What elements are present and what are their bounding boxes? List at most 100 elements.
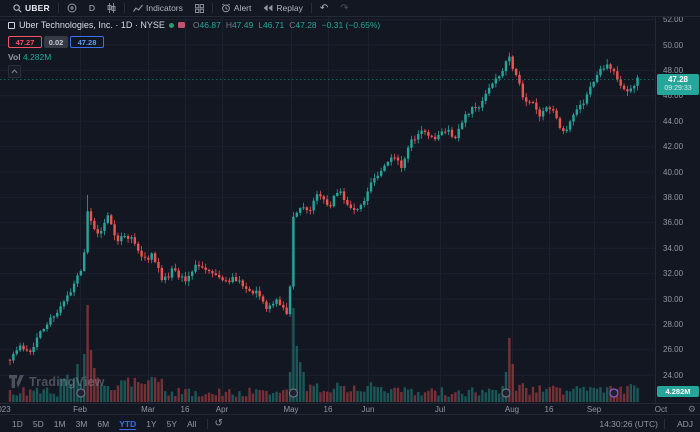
price-tick-label: 48.00	[663, 65, 684, 75]
compare-button[interactable]	[61, 1, 83, 16]
price-tick-label: 50.00	[663, 40, 684, 50]
range-button-all[interactable]: All	[187, 418, 197, 429]
bottom-toolbar: 1D 5D 1M 3M 6M YTD 1Y 5Y All ↺ 14:30:26 (UTC) AD…	[0, 414, 700, 432]
sell-price-button[interactable]: 47.27	[8, 36, 42, 48]
alarm-clock-icon	[221, 3, 231, 13]
redo-button[interactable]: ↷	[334, 1, 354, 16]
collapse-pane-button[interactable]	[8, 65, 21, 78]
alert-button[interactable]: Alert	[215, 1, 257, 16]
range-button-1m[interactable]: 1M	[53, 418, 66, 429]
adjusted-data-toggle[interactable]: ADJ	[676, 418, 693, 429]
date-range-buttons: 1D 5D 1M 3M 6M YTD 1Y 5Y All	[7, 417, 201, 431]
price-tick-label: 36.00	[663, 218, 684, 228]
toolbar-divider	[124, 3, 126, 13]
time-tick-label: 023	[0, 405, 11, 414]
indicators-button[interactable]: Indicators	[127, 1, 189, 16]
price-axis[interactable]: 47.28 09:29:33 4.282M 52.00 50.00 48.00 46.…	[655, 15, 700, 403]
volume-legend: Vol 4.282M	[8, 52, 51, 62]
range-button-3m[interactable]: 3M	[75, 418, 88, 429]
toolbar-divider	[310, 3, 312, 13]
gear-icon[interactable]: ⚙	[687, 404, 696, 414]
indicators-label: Indicators	[146, 3, 183, 13]
price-tick-label: 40.00	[663, 167, 684, 177]
range-button-5d[interactable]: 5D	[32, 418, 44, 429]
range-button-1y[interactable]: 1Y	[146, 418, 157, 429]
tradingview-watermark: TradingView	[9, 375, 105, 389]
interval-button[interactable]: D	[83, 1, 101, 16]
ohlc-values: O46.87 H47.49 L46.71 C47.28	[193, 20, 317, 30]
tradingview-logo-icon	[9, 375, 24, 388]
clock-label[interactable]: 14:30:26 (UTC)	[599, 418, 658, 429]
time-tick-label: Jun	[361, 405, 375, 414]
chevron-up-icon	[11, 69, 18, 74]
search-icon	[13, 3, 22, 13]
legend-title: Uber Technologies, Inc. · 1D · NYSE	[19, 20, 165, 30]
price-tick-label: 34.00	[663, 243, 684, 253]
undo-button[interactable]: ↶	[314, 1, 334, 16]
time-tick-label: Aug	[504, 405, 520, 414]
range-button-6m[interactable]: 6M	[97, 418, 110, 429]
time-axis[interactable]: ⚙ 023 Feb Mar 16 Apr May 16 Jun Jul Aug 16 Sep Oct	[0, 403, 700, 414]
market-status-dot-icon	[168, 22, 174, 28]
change-value: −0.31 (−0.65%)	[321, 20, 381, 30]
buy-sell-widget: 47.27 0.02 47.28	[8, 36, 104, 48]
alert-label: Alert	[233, 3, 252, 13]
watermark-text: TradingView	[29, 375, 105, 389]
earnings-marker-icon[interactable]	[288, 388, 299, 398]
indicators-icon	[133, 4, 143, 13]
ohlc-segment: O46.87	[192, 20, 221, 30]
time-tick-label: 16	[323, 405, 333, 414]
redo-icon: ↷	[340, 2, 349, 14]
layouts-button[interactable]	[189, 1, 210, 16]
chart-style-button[interactable]	[101, 1, 122, 16]
chart-legend[interactable]: Uber Technologies, Inc. · 1D · NYSE O46.…	[8, 20, 380, 30]
price-tick-label: 32.00	[663, 269, 684, 279]
footer-divider	[663, 418, 665, 429]
time-tick-label: Apr	[215, 405, 229, 414]
time-tick-label: Sep	[586, 405, 602, 414]
price-tick-label: 26.00	[663, 345, 684, 355]
time-tick-label: May	[283, 405, 299, 414]
event-marker-icon[interactable]	[609, 388, 619, 398]
toolbar-divider	[57, 3, 59, 13]
symbol-label: UBER	[25, 3, 50, 13]
time-tick-label: 16	[544, 405, 554, 414]
replay-button[interactable]: Replay	[257, 1, 308, 16]
price-tick-label: 42.00	[663, 142, 684, 152]
candlestick-chart	[0, 17, 655, 403]
top-toolbar: UBER D Indicators	[0, 0, 700, 17]
interval-label: D	[88, 3, 96, 13]
volume-value: 4.282M	[22, 52, 52, 62]
range-button-1d[interactable]: 1D	[12, 418, 23, 429]
earnings-marker-icon[interactable]	[501, 388, 511, 398]
go-to-date-button[interactable]: ↺	[214, 417, 223, 429]
data-badge-icon	[177, 22, 185, 28]
footer-divider	[207, 418, 209, 429]
undo-icon: ↶	[319, 2, 329, 14]
time-tick-label: Jul	[434, 405, 446, 414]
price-tick-label: 28.00	[663, 319, 684, 329]
price-tick-label: 30.00	[663, 294, 684, 304]
symbol-search-button[interactable]: UBER	[7, 1, 56, 16]
clock-arrow-icon: ↺	[214, 417, 223, 429]
bar-countdown: 09:29:33	[664, 84, 692, 92]
earnings-marker-icon[interactable]	[76, 388, 86, 398]
chart-pane[interactable]: Uber Technologies, Inc. · 1D · NYSE O46.…	[0, 15, 700, 403]
price-tick-label: 24.00	[663, 370, 684, 380]
buy-price-button[interactable]: 47.28	[70, 36, 104, 48]
symbol-logo-icon	[8, 21, 15, 29]
range-button-5y[interactable]: 5Y	[166, 418, 177, 429]
time-tick-label: Feb	[73, 405, 87, 414]
spread-label: 0.02	[44, 36, 68, 48]
ohlc-segment: H47.49	[225, 20, 254, 30]
price-tick-label: 52.00	[663, 15, 684, 25]
price-tick-label: 38.00	[663, 192, 684, 202]
price-tick-label: 46.00	[663, 91, 684, 101]
range-button-ytd[interactable]: YTD	[119, 418, 137, 429]
last-price-label: 47.28 09:29:33	[657, 73, 699, 95]
grid-layout-icon	[194, 3, 204, 13]
last-price-value: 47.28	[667, 75, 689, 85]
toolbar-divider	[211, 3, 213, 13]
volume-axis-label: 4.282M	[657, 386, 699, 397]
